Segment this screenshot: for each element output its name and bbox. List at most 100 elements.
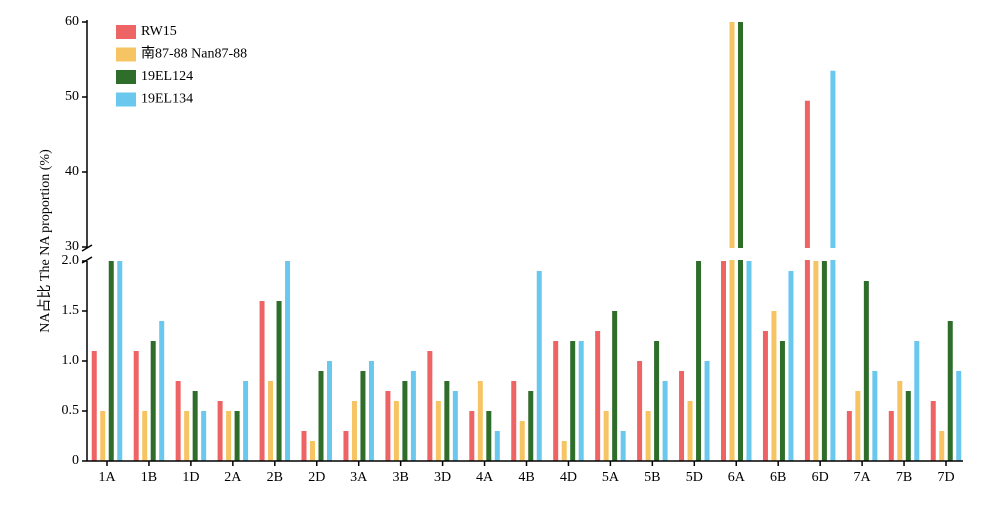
bar bbox=[175, 381, 181, 461]
x-tick-label: 7B bbox=[896, 470, 912, 485]
bar bbox=[821, 261, 827, 461]
bar bbox=[771, 311, 777, 461]
legend-swatch bbox=[116, 70, 136, 84]
bar bbox=[385, 391, 391, 461]
bar bbox=[285, 261, 291, 461]
bar bbox=[91, 351, 97, 461]
y-tick-label: 30 bbox=[65, 239, 79, 254]
bar bbox=[863, 281, 869, 461]
bar bbox=[486, 411, 492, 461]
x-tick-label: 1B bbox=[141, 470, 157, 485]
y-tick-label: 40 bbox=[65, 164, 79, 179]
bar bbox=[704, 361, 710, 461]
x-tick-label: 7A bbox=[854, 470, 872, 485]
bar bbox=[729, 22, 735, 461]
x-tick-label: 4A bbox=[476, 470, 494, 485]
x-tick-label: 3D bbox=[434, 470, 451, 485]
y-tick-label: 60 bbox=[65, 14, 79, 29]
legend-label: 19EL124 bbox=[141, 69, 193, 84]
bar bbox=[897, 381, 903, 461]
x-tick-label: 3B bbox=[392, 470, 408, 485]
bar bbox=[553, 341, 559, 461]
bar bbox=[234, 411, 240, 461]
bar bbox=[930, 401, 936, 461]
axis-break bbox=[77, 248, 963, 260]
y-tick-label: 50 bbox=[65, 89, 79, 104]
bar bbox=[905, 391, 911, 461]
y-tick-label: 1.5 bbox=[62, 303, 80, 318]
bar bbox=[578, 341, 584, 461]
bar bbox=[536, 271, 542, 461]
bar bbox=[561, 441, 567, 461]
bar bbox=[620, 431, 626, 461]
x-tick-label: 4D bbox=[560, 470, 577, 485]
y-axis-label: NA占比 The NA proportion (%) bbox=[37, 149, 53, 333]
bar bbox=[351, 401, 357, 461]
x-tick-label: 6D bbox=[812, 470, 829, 485]
y-tick-label: 0 bbox=[72, 453, 79, 468]
bar bbox=[721, 261, 726, 461]
legend-label: 南87-88 Nan87-88 bbox=[141, 46, 247, 62]
bar bbox=[452, 391, 458, 461]
bar bbox=[402, 381, 408, 461]
bar bbox=[947, 321, 953, 461]
bar bbox=[268, 381, 274, 461]
bar bbox=[243, 381, 249, 461]
bar bbox=[662, 381, 668, 461]
x-tick-label: 5B bbox=[644, 470, 660, 485]
bar bbox=[327, 361, 332, 461]
bar bbox=[528, 391, 534, 461]
bar bbox=[654, 341, 660, 461]
bar bbox=[603, 411, 609, 461]
bar bbox=[150, 341, 156, 461]
bar bbox=[830, 70, 836, 461]
bar bbox=[939, 431, 945, 461]
bar bbox=[427, 351, 433, 461]
x-tick-label: 2B bbox=[267, 470, 283, 485]
axis-break-mark bbox=[81, 244, 93, 252]
bar bbox=[738, 22, 743, 461]
bar bbox=[519, 421, 525, 461]
y-tick-label: 1.0 bbox=[62, 353, 80, 368]
bar bbox=[117, 261, 123, 461]
bar bbox=[301, 431, 307, 461]
bar bbox=[310, 441, 315, 461]
bar bbox=[108, 261, 114, 461]
x-tick-label: 5D bbox=[686, 470, 703, 485]
x-tick-label: 6A bbox=[728, 470, 746, 485]
bar bbox=[888, 411, 894, 461]
bar bbox=[846, 411, 852, 461]
bar bbox=[410, 371, 416, 461]
bar bbox=[779, 341, 785, 461]
x-tick-label: 2A bbox=[224, 470, 242, 485]
bar bbox=[393, 401, 399, 461]
bar bbox=[956, 371, 962, 461]
bar bbox=[762, 331, 768, 461]
bar bbox=[184, 411, 190, 461]
x-tick-label: 6B bbox=[770, 470, 786, 485]
bar bbox=[813, 261, 819, 461]
bar bbox=[133, 351, 139, 461]
x-tick-label: 3A bbox=[350, 470, 368, 485]
bar bbox=[100, 411, 106, 461]
x-tick-label: 5A bbox=[602, 470, 620, 485]
bar bbox=[511, 381, 517, 461]
bar bbox=[217, 401, 223, 461]
bar bbox=[679, 371, 685, 461]
bar bbox=[477, 381, 483, 461]
bar bbox=[696, 261, 702, 461]
bar bbox=[343, 431, 349, 461]
x-tick-label: 1A bbox=[98, 470, 116, 485]
bar bbox=[469, 411, 475, 461]
legend-label: RW15 bbox=[141, 24, 177, 39]
bar bbox=[570, 341, 576, 461]
bar bbox=[318, 371, 324, 461]
bar bbox=[612, 311, 618, 461]
bar bbox=[159, 321, 165, 461]
legend-label: 19EL134 bbox=[141, 92, 193, 107]
bar bbox=[226, 411, 232, 461]
bar bbox=[746, 261, 752, 461]
bar bbox=[637, 361, 643, 461]
bar bbox=[276, 301, 282, 461]
